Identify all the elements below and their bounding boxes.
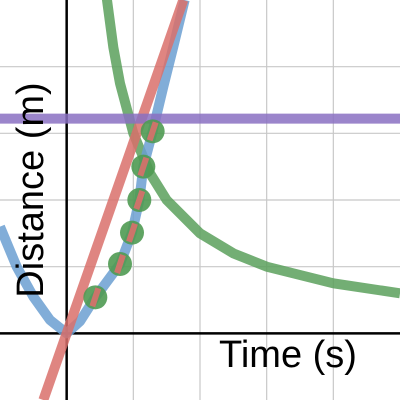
point-highlight [137,156,150,177]
curve [101,0,400,299]
y-axis-title: Distance (m) [10,82,52,297]
point-highlight [89,287,102,308]
point-highlight [126,222,138,243]
point-highlight [133,190,146,210]
curve [38,0,189,400]
point-highlight [114,254,126,274]
x-axis-title: Time (s) [219,334,357,376]
point-highlight [146,121,159,142]
